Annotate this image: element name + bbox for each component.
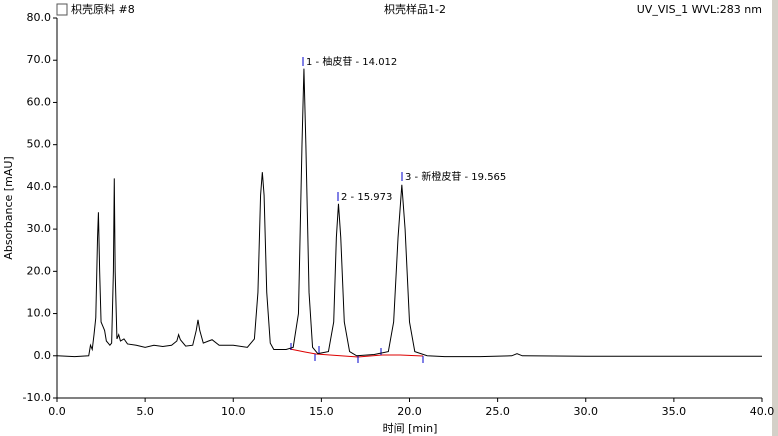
- y-tick-label: 20.0: [27, 264, 52, 277]
- header-right: UV_VIS_1 WVL:283 nm: [637, 3, 762, 16]
- header-left: 枳壳原料 #8: [71, 2, 135, 16]
- x-tick-label: 20.0: [397, 405, 422, 418]
- chromatogram-trace: [56, 68, 762, 358]
- x-tick-label: 25.0: [485, 405, 510, 418]
- header-icon: [56, 3, 68, 16]
- peak-annotation: 1 - 柚皮苷 - 14.012: [306, 55, 397, 68]
- x-tick-label: 10.0: [221, 405, 246, 418]
- y-tick-label: 50.0: [27, 138, 52, 151]
- y-tick-label: 70.0: [27, 53, 52, 66]
- peak-annotation: 2 - 15.973: [341, 192, 392, 203]
- x-tick-label: 40.0: [750, 405, 775, 418]
- x-tick-label: 0.0: [48, 405, 66, 418]
- y-tick-label: 40.0: [27, 180, 52, 193]
- x-tick-label: 35.0: [662, 405, 687, 418]
- window-edge: [772, 0, 778, 436]
- y-tick-label: 80.0: [27, 11, 52, 24]
- peak-annotation: 3 - 新橙皮苷 - 19.565: [405, 170, 506, 183]
- y-tick-label: 0.0: [34, 349, 52, 362]
- x-tick-label: 5.0: [136, 405, 154, 418]
- chart-title: 枳壳样品1-2: [384, 2, 446, 16]
- y-axis-label: Absorbance [mAU]: [2, 156, 15, 259]
- x-tick-label: 15.0: [309, 405, 334, 418]
- integration-baseline: [289, 348, 424, 358]
- y-tick-label: 30.0: [27, 222, 52, 235]
- y-tick-label: 60.0: [27, 95, 52, 108]
- y-tick-label: -10.0: [23, 391, 51, 404]
- y-tick-label: 10.0: [27, 307, 52, 320]
- peak-delimiters: [290, 343, 424, 363]
- x-tick-label: 30.0: [574, 405, 599, 418]
- x-axis-label: 时间 [min]: [383, 422, 438, 435]
